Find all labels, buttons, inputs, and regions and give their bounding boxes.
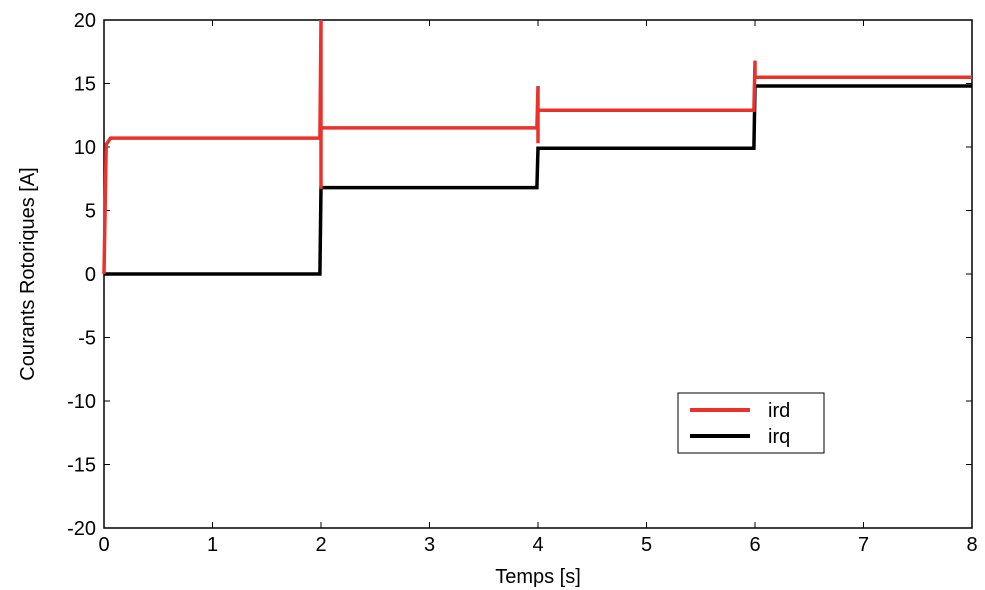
legend: ird irq — [677, 392, 825, 454]
y-tick-label: 15 — [74, 74, 96, 96]
y-tick-label: 10 — [74, 137, 96, 159]
series-layer — [102, 19, 972, 276]
x-tick-label: 5 — [641, 534, 652, 556]
x-tick-label: 4 — [532, 534, 543, 556]
x-tick-label: 2 — [315, 534, 326, 556]
y-tick-label: -10 — [67, 391, 96, 413]
y-tick-label: -5 — [78, 328, 96, 350]
y-tick-label: -20 — [67, 518, 96, 540]
series-line-ird — [102, 19, 972, 275]
legend-box — [677, 392, 825, 454]
y-tick-label: 5 — [85, 201, 96, 223]
x-tick-label: 1 — [207, 534, 218, 556]
y-tick-label: 20 — [74, 10, 96, 32]
x-tick-label: 6 — [749, 534, 760, 556]
x-tick-label: 7 — [858, 534, 869, 556]
ticks-layer: 0 1 2 3 4 5 6 7 8 -20 -15 -10 -5 0 5 10 15 20 — [67, 10, 977, 556]
y-tick-label: -15 — [67, 455, 96, 477]
x-axis-label: Temps [s] — [495, 566, 581, 588]
legend-label-irq: irq — [768, 426, 790, 448]
x-tick-label: 3 — [424, 534, 435, 556]
x-tick-label: 0 — [98, 534, 109, 556]
y-tick-label: 0 — [85, 264, 96, 286]
y-axis-label: Courants Rotoriques [A] — [17, 167, 39, 380]
legend-label-ird: ird — [768, 400, 790, 422]
x-tick-label: 8 — [966, 534, 977, 556]
